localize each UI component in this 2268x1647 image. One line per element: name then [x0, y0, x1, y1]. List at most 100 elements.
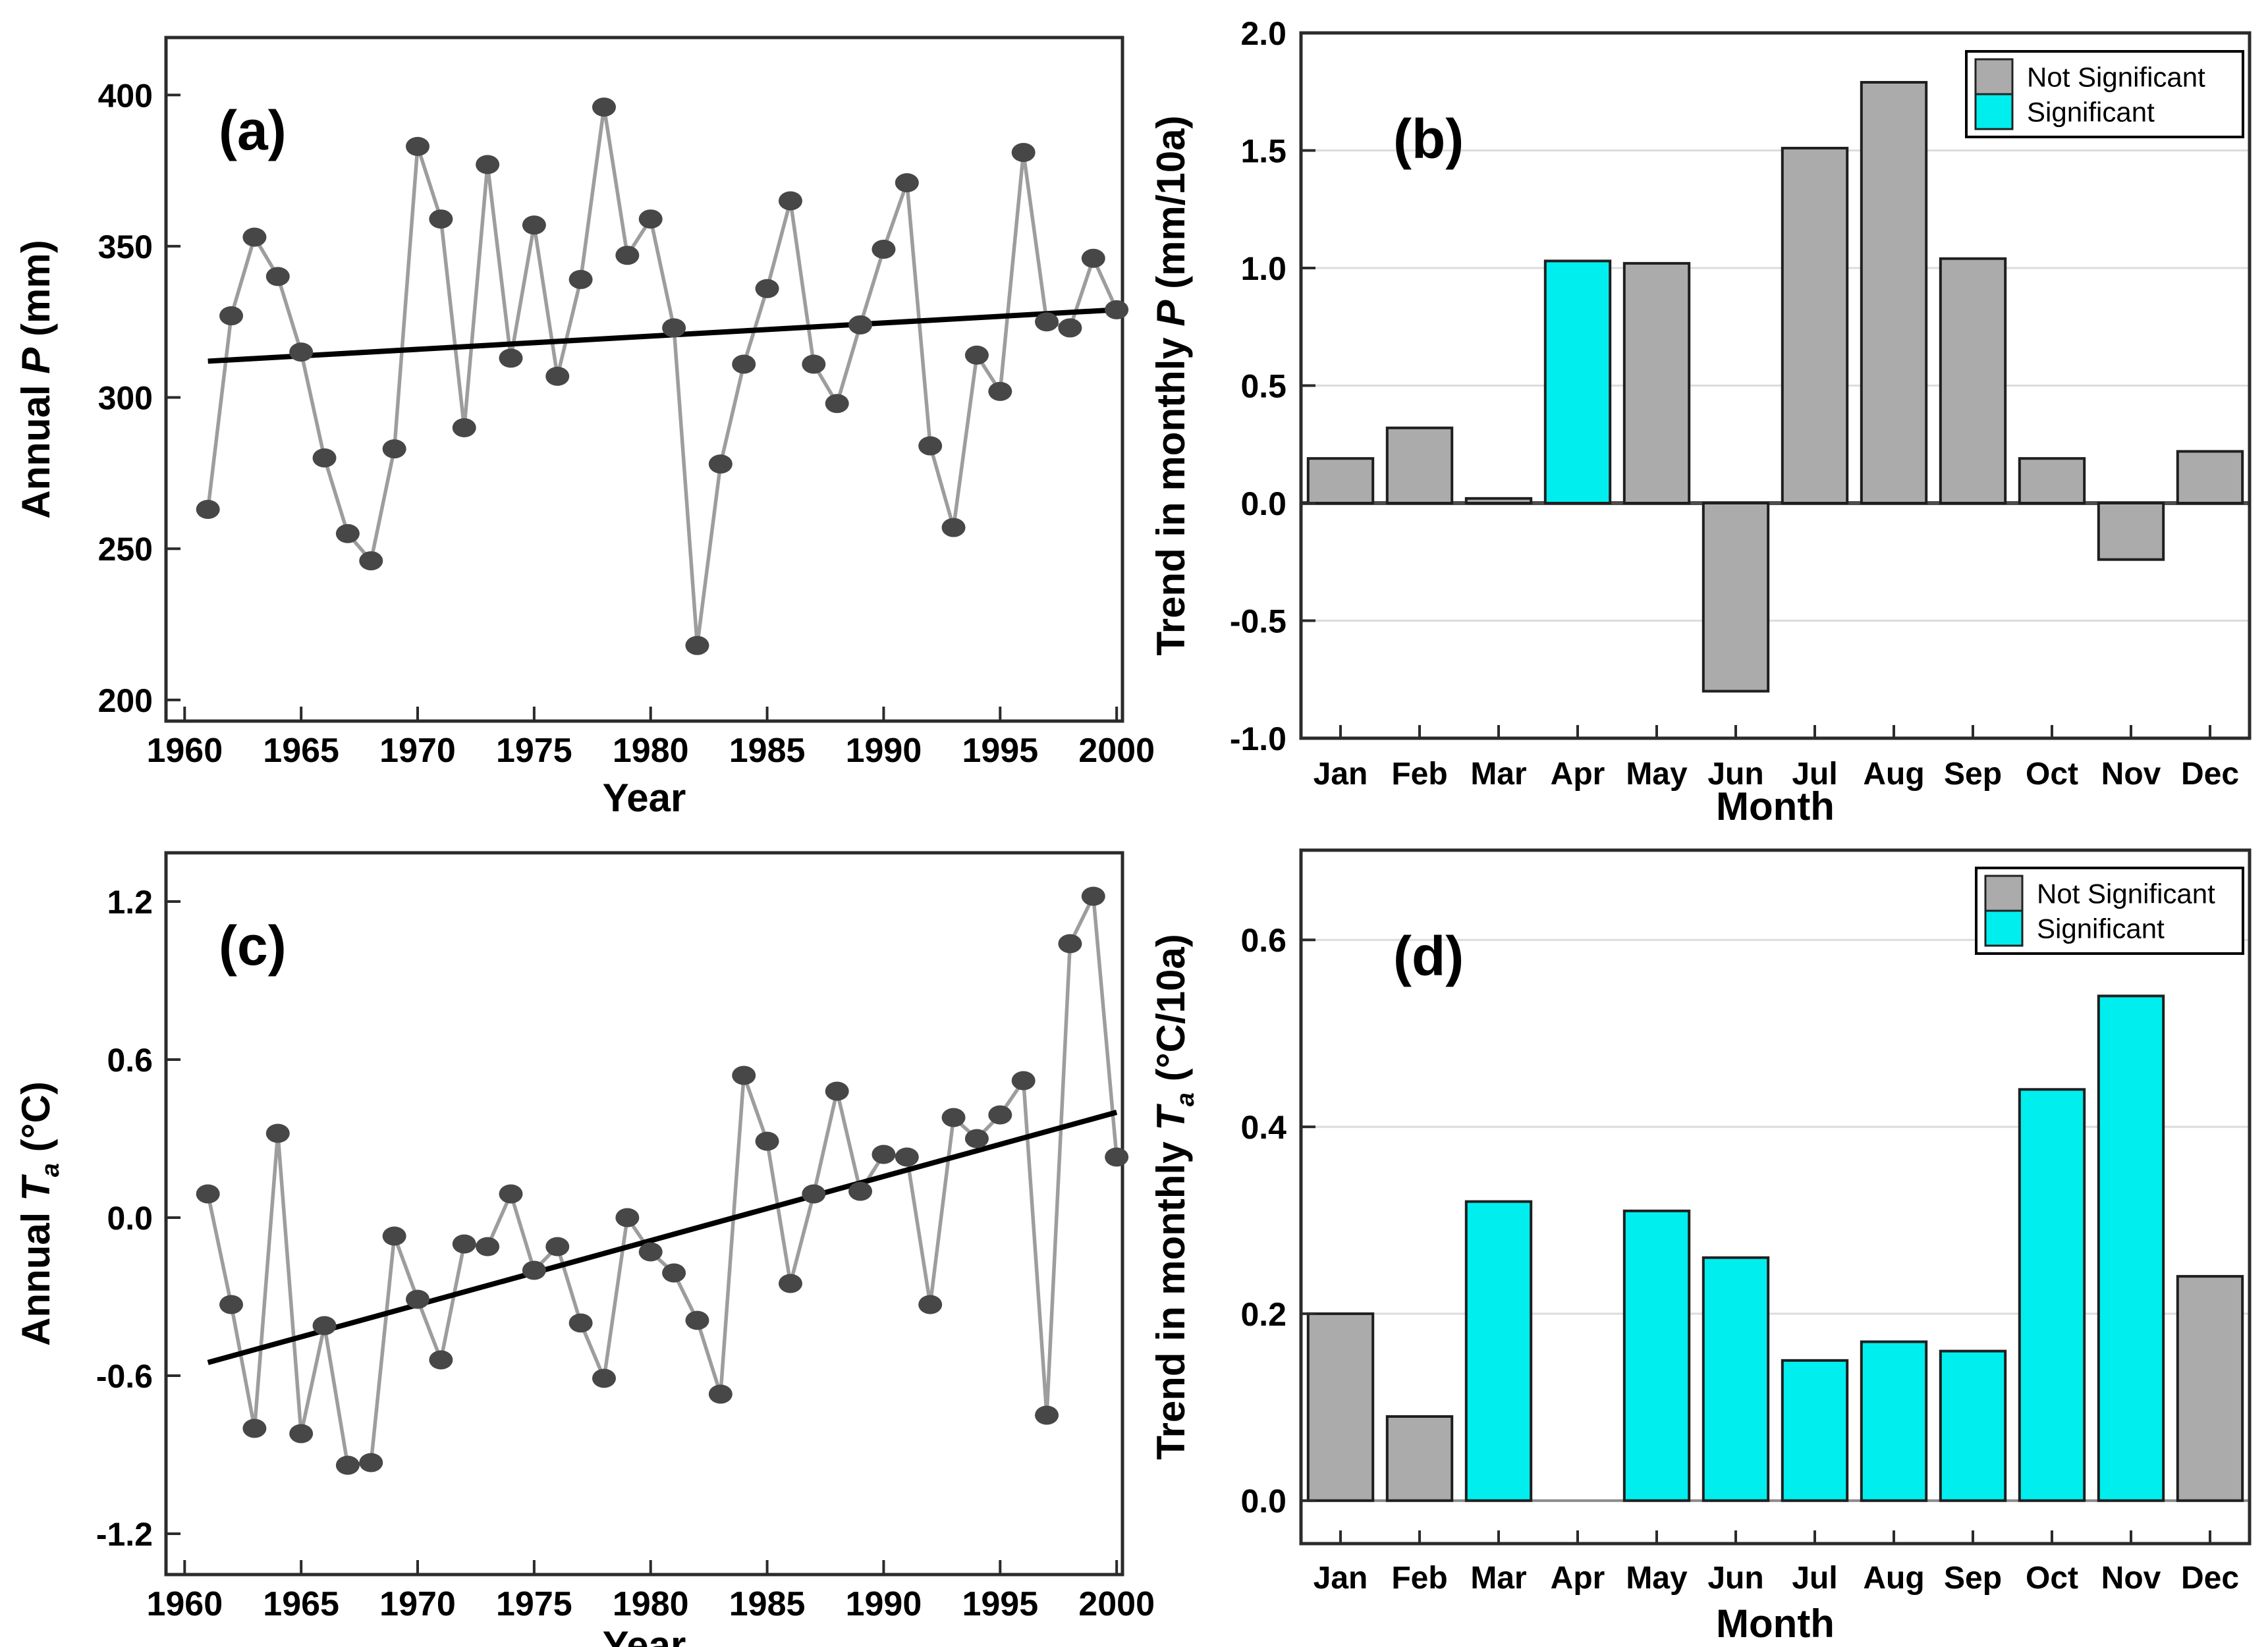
x-tick-label: 1960	[146, 732, 223, 770]
data-point	[242, 1418, 267, 1438]
data-point	[802, 1184, 826, 1204]
bar-mar	[1464, 497, 1533, 504]
data-point	[662, 1263, 686, 1283]
data-point	[895, 1147, 919, 1167]
data-point	[545, 1237, 570, 1256]
data-points	[196, 886, 1129, 1475]
month-label: Mar	[1470, 1561, 1526, 1596]
bar-mar	[1464, 1200, 1533, 1502]
data-point	[1035, 312, 1059, 332]
data-point	[335, 1455, 360, 1475]
y-tick-label: 0.5	[1240, 368, 1286, 405]
data-point	[755, 279, 779, 298]
y-axis-title: Trend in monthly Ta (°C/10a)	[1149, 934, 1200, 1460]
panel-c: -1.2 -0.6 0.0 0.6 1.2 1960 1965 1970 1975 1980 198…	[14, 851, 1155, 1647]
plot-box	[164, 36, 1124, 723]
data-point	[638, 1242, 663, 1262]
y-tick-label: 1.5	[1240, 133, 1286, 170]
data-point	[359, 1453, 383, 1472]
y-tick-label: 2.0	[1240, 15, 1286, 52]
x-tick-label: 1995	[962, 1585, 1038, 1623]
trend-line	[207, 307, 1117, 364]
data-point	[964, 345, 989, 365]
y-tick-label: 0.4	[1240, 1109, 1286, 1146]
month-label: Sep	[1944, 1561, 2002, 1596]
data-point	[778, 1274, 802, 1293]
month-label: Jan	[1314, 1561, 1368, 1596]
bar-jul	[1781, 146, 1849, 504]
month-label: Dec	[2181, 757, 2239, 792]
bar-jun	[1701, 1256, 1770, 1502]
bars	[1306, 994, 2244, 1502]
bar-feb	[1385, 1415, 1454, 1502]
month-label: Jul	[1792, 1561, 1837, 1596]
month-label: Jun	[1707, 1561, 1763, 1596]
y-tick-label: 0.0	[1240, 1483, 1286, 1520]
y-tick-label: -0.5	[1230, 603, 1286, 640]
panel-letter: (a)	[219, 99, 287, 161]
data-point	[429, 1350, 453, 1370]
data-point	[382, 439, 406, 459]
x-tick-label: 1975	[496, 1585, 572, 1623]
data-point	[848, 1181, 873, 1201]
data-point	[685, 635, 709, 655]
data-point	[452, 1234, 476, 1254]
plot-box	[164, 851, 1124, 1577]
data-point	[219, 1295, 244, 1314]
data-point	[732, 1066, 756, 1085]
data-point	[406, 1289, 430, 1309]
data-point	[568, 269, 593, 289]
bar-may	[1622, 1209, 1691, 1502]
data-point	[289, 342, 314, 362]
data-connector-line	[206, 894, 1119, 1467]
y-tick-label: 250	[98, 531, 153, 568]
data-point	[265, 267, 290, 286]
y-tick-label: 0.6	[1240, 922, 1286, 959]
y-tick-label: 0.2	[1240, 1296, 1286, 1333]
data-point	[685, 1310, 709, 1330]
y-axis-title: Trend in monthly P (mm/10a)	[1149, 115, 1193, 655]
data-point	[1081, 886, 1105, 906]
month-label: Apr	[1551, 1561, 1605, 1596]
data-point	[289, 1424, 314, 1444]
y-axis-title: Annual P (mm)	[14, 240, 58, 518]
data-point	[708, 454, 733, 474]
data-point	[708, 1384, 733, 1404]
panel-b: -1.0 -0.5 0.0 0.5 1.0 1.5 2.0 Jan Feb Mar Apr May Ju…	[1149, 15, 2252, 828]
bar-dec	[2176, 450, 2244, 505]
data-point	[615, 1208, 640, 1228]
data-point	[732, 354, 756, 374]
bar-aug	[1860, 1340, 1928, 1502]
data-point	[476, 155, 500, 175]
x-tick-label: 1970	[379, 1585, 456, 1623]
month-label: Mar	[1470, 757, 1526, 792]
month-label: Feb	[1391, 1561, 1447, 1596]
x-tick-label: 1960	[146, 1585, 223, 1623]
data-point	[1035, 1405, 1059, 1425]
panel-letter: (b)	[1393, 108, 1464, 170]
month-label: Sep	[1944, 757, 2002, 792]
bar-oct	[2018, 1088, 2086, 1502]
data-point	[1105, 300, 1129, 319]
data-point	[312, 448, 337, 468]
trend-line	[207, 1110, 1118, 1365]
month-label: Apr	[1551, 757, 1605, 792]
data-point	[964, 1129, 989, 1148]
bar-may	[1622, 261, 1691, 504]
month-label: Jan	[1314, 757, 1368, 792]
month-label: May	[1626, 1561, 1688, 1596]
x-tick-label: 1965	[263, 1585, 339, 1623]
data-point	[825, 1081, 849, 1101]
data-point	[592, 97, 616, 117]
x-axis-title: Year	[603, 1623, 686, 1647]
legend-swatch-not-significant	[1974, 58, 2014, 95]
month-label: Aug	[1863, 757, 1924, 792]
data-point	[568, 1313, 593, 1333]
data-point	[196, 1184, 220, 1204]
data-point	[615, 246, 640, 265]
x-tick-label: 1995	[962, 732, 1038, 770]
x-tick-label: 2000	[1078, 1585, 1155, 1623]
data-point	[499, 348, 523, 368]
data-point	[499, 1184, 523, 1204]
